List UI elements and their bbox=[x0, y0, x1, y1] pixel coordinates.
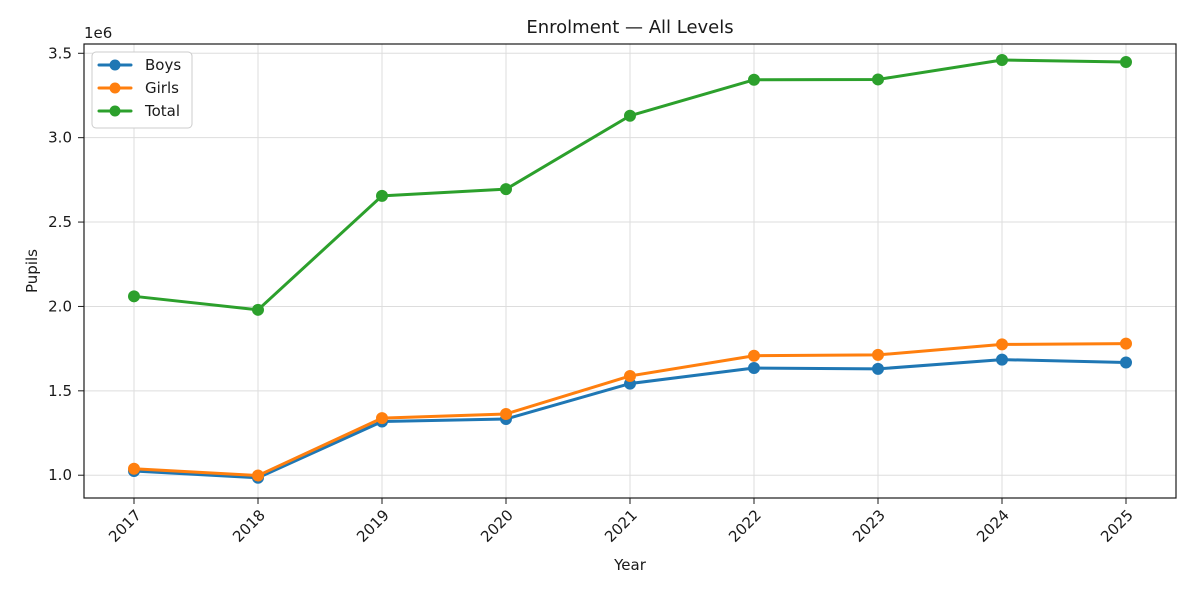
y-axis-label: Pupils bbox=[23, 249, 41, 293]
y-tick-label: 2.5 bbox=[48, 213, 72, 231]
total-data-point bbox=[252, 303, 264, 316]
boys-data-point bbox=[872, 362, 884, 375]
girls-data-point bbox=[996, 338, 1008, 351]
girls-data-point bbox=[376, 412, 388, 425]
y-tick-label: 3.5 bbox=[48, 44, 72, 62]
legend-items: Boys Girls Total bbox=[97, 56, 181, 120]
legend-girls-marker bbox=[109, 82, 121, 94]
total-data-point bbox=[872, 73, 884, 86]
girls-data-point bbox=[872, 348, 884, 361]
y-tick-label: 1.0 bbox=[48, 466, 72, 484]
boys-data-point bbox=[1120, 356, 1132, 369]
y-tick-label: 2.0 bbox=[48, 297, 72, 315]
boys-data-point bbox=[748, 362, 760, 375]
girls-data-point bbox=[624, 369, 636, 382]
boys-data-point bbox=[996, 353, 1008, 366]
total-data-point bbox=[500, 183, 512, 196]
total-data-point bbox=[996, 54, 1008, 67]
total-data-point bbox=[128, 290, 140, 303]
legend: Boys Girls Total bbox=[91, 51, 193, 129]
legend-total-marker bbox=[109, 105, 121, 117]
girls-data-point bbox=[1120, 337, 1132, 350]
grid-layer bbox=[84, 44, 1176, 498]
legend-boys-marker bbox=[109, 59, 121, 71]
girls-data-point bbox=[128, 462, 140, 475]
legend-total-label: Total bbox=[144, 102, 180, 120]
girls-data-point bbox=[500, 407, 512, 420]
total-data-point bbox=[624, 109, 636, 122]
x-axis-label: Year bbox=[613, 556, 647, 574]
total-data-point bbox=[376, 189, 388, 202]
y-scale-multiplier: 1e6 bbox=[84, 24, 112, 42]
y-tick-label: 1.5 bbox=[48, 382, 72, 400]
total-data-point bbox=[748, 73, 760, 86]
y-tick-label: 3.0 bbox=[48, 129, 72, 147]
series-layer bbox=[128, 54, 1132, 484]
legend-girls-label: Girls bbox=[145, 79, 179, 97]
girls-data-point bbox=[748, 349, 760, 362]
chart-title: Enrolment — All Levels bbox=[526, 17, 733, 38]
total-data-point bbox=[1120, 56, 1132, 69]
girls-data-point bbox=[252, 469, 264, 482]
legend-boys-label: Boys bbox=[145, 56, 181, 74]
